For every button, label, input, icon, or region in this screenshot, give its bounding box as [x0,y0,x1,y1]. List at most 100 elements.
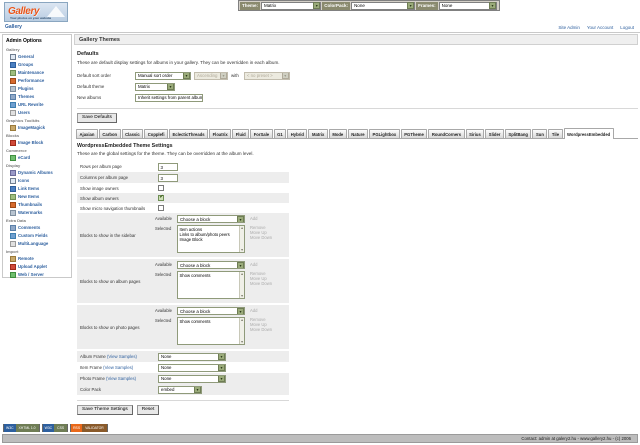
chevron-down-icon[interactable]: ▾ [489,2,497,9]
setting-checkbox[interactable] [158,184,164,191]
tab-g1[interactable]: G1 [273,129,287,138]
available-block-select[interactable]: Choose a block ▾ [177,261,245,269]
tab-roundcorners[interactable]: RoundCorners [428,129,465,138]
tab-carbon[interactable]: Carbon [98,129,121,138]
scroll-up-icon[interactable]: ▲ [240,226,244,230]
reset-button[interactable]: Reset [136,405,160,415]
add-block-button[interactable]: Add [250,216,258,221]
sidebar-item-imagemagick[interactable]: ImageMagick [10,124,69,131]
block-action-remove[interactable]: Remove [250,271,266,276]
scrollbar[interactable]: ▲ ▼ [239,318,244,344]
sidebar-item-multilanguage[interactable]: MultiLanguage [10,240,69,247]
tab-tile[interactable]: Tile [548,129,563,138]
nav-site-admin[interactable]: Site Admin [558,25,580,30]
frame-select[interactable]: None ▾ [158,363,226,372]
sidebar-item-image-block[interactable]: Image Block [10,139,69,146]
tab-matrix[interactable]: Matrix [308,129,328,138]
colorpack-select[interactable]: None ▾ [351,1,416,10]
block-action-move-up[interactable]: Move Up [250,322,267,328]
tab-wordpressembedded[interactable]: WordpressEmbedded [563,128,614,139]
block-action-move-up[interactable]: Move Up [250,276,267,282]
available-block-select[interactable]: Choose a block ▾ [177,215,245,223]
new-albums-select[interactable]: Inherit settings from parent album ▾ [135,93,203,102]
default-theme-select[interactable]: Matrix ▾ [135,82,175,91]
save-defaults-button[interactable]: Save Defaults [77,113,117,123]
scroll-down-icon[interactable]: ▼ [240,340,244,344]
view-samples-link[interactable]: (View Samples) [103,365,134,370]
view-samples-link[interactable]: (View Samples) [106,354,137,359]
w3c-css-badge[interactable]: W3C CSS [41,424,69,432]
selected-blocks-listbox[interactable]: Show comments ▲ ▼ [177,317,245,345]
add-block-button[interactable]: Add [250,262,258,267]
sidebar-item-groups[interactable]: Groups [10,61,69,68]
list-item[interactable]: Show comments [179,273,211,278]
sidebar-item-dynamic-albums[interactable]: Dynamic Albums [10,169,69,176]
scrollbar[interactable]: ▲ ▼ [239,272,244,298]
scrollbar[interactable]: ▲ ▼ [239,226,244,252]
sidebar-item-remote[interactable]: Remote [10,255,69,262]
theme-select[interactable]: Matrix ▾ [261,1,322,10]
block-action-move-down[interactable]: Move Down [250,235,273,241]
chevron-down-icon[interactable]: ▾ [313,2,321,9]
gallery-logo[interactable]: Gallery Your photos on your website [4,2,68,22]
chevron-down-icon[interactable]: ▾ [167,83,174,90]
sidebar-item-link-items[interactable]: Link Items [10,185,69,192]
block-action-move-up[interactable]: Move Up [250,230,267,236]
sidebar-item-users[interactable]: Users [10,109,69,116]
selected-blocks-listbox[interactable]: Show comments ▲ ▼ [177,271,245,299]
sidebar-item-general[interactable]: General [10,53,69,60]
scroll-down-icon[interactable]: ▼ [240,294,244,298]
view-samples-link[interactable]: (View Samples) [106,376,137,381]
list-item[interactable]: Image Block [179,237,203,242]
sidebar-item-comments[interactable]: Comments [10,224,69,231]
sidebar-item-custom-fields[interactable]: Custom Fields [10,232,69,239]
chevron-down-icon[interactable]: ▾ [218,364,225,371]
nav-logout[interactable]: Logout [620,25,634,30]
sidebar-item-performance[interactable]: Performance [10,77,69,84]
tab-ajaxian[interactable]: Ajaxian [76,129,98,138]
scroll-down-icon[interactable]: ▼ [240,248,244,252]
setting-text-input[interactable]: 3 [158,162,178,171]
w3c-xhtml-badge[interactable]: W3C XHTML 1.0 [3,424,40,432]
colorpack-row-select[interactable]: embed ▾ [158,385,202,394]
setting-text-input[interactable]: 3 [158,173,178,182]
chevron-down-icon[interactable]: ▾ [237,216,244,222]
block-action-remove[interactable]: Remove [250,225,266,230]
sidebar-item-new-items[interactable]: New Items [10,193,69,200]
chevron-down-icon[interactable]: ▾ [407,2,415,9]
tab-forsale[interactable]: ForSale [250,129,273,138]
tab-splitbang[interactable]: SplitBang [504,129,532,138]
list-item[interactable]: Links to album/photo peers [179,232,230,237]
sidebar-item-ecard[interactable]: eCard [10,154,69,161]
chevron-down-icon[interactable]: ▾ [218,375,225,382]
tab-eclecticthreads[interactable]: EclecticThreads [168,129,209,138]
setting-checkbox[interactable] [158,194,164,201]
tab-copplefi[interactable]: Copplefi [144,129,168,138]
sidebar-item-upload-applet[interactable]: Upload Applet [10,263,69,270]
tab-pgtheme[interactable]: PGTheme [400,129,428,138]
save-theme-settings-button[interactable]: Save Theme Settings [77,405,133,415]
list-item[interactable]: Show comments [179,319,211,324]
rss-badge[interactable]: RSS VALIDATOR [70,424,108,432]
frame-select[interactable]: None ▾ [158,374,226,383]
tab-hybrid[interactable]: Hybrid [287,129,308,138]
chevron-down-icon[interactable]: ▾ [183,72,190,79]
add-block-button[interactable]: Add [250,308,258,313]
frames-select[interactable]: None ▾ [438,1,498,10]
sidebar-item-web-server[interactable]: Web / Server [10,271,69,278]
frame-select[interactable]: None ▾ [158,352,226,361]
list-item[interactable]: Item actions [179,227,203,232]
sidebar-item-thumbnails[interactable]: Thumbnails [10,201,69,208]
default-sort-order-select[interactable]: Manual sort order ▾ [135,71,191,80]
sidebar-item-plugins[interactable]: Plugins [10,85,69,92]
tab-sirius[interactable]: Sirius [465,129,485,138]
breadcrumb[interactable]: Gallery [5,24,22,30]
tab-mode[interactable]: Mode [328,129,347,138]
nav-your-account[interactable]: Your Account [586,25,614,30]
chevron-down-icon[interactable]: ▾ [218,353,225,360]
tab-nature[interactable]: Nature [347,129,369,138]
tab-sun[interactable]: Sun [532,129,548,138]
tab-floatrix[interactable]: Floatrix [209,129,232,138]
tab-slider[interactable]: Slider [485,129,504,138]
block-action-move-down[interactable]: Move Down [250,281,273,287]
